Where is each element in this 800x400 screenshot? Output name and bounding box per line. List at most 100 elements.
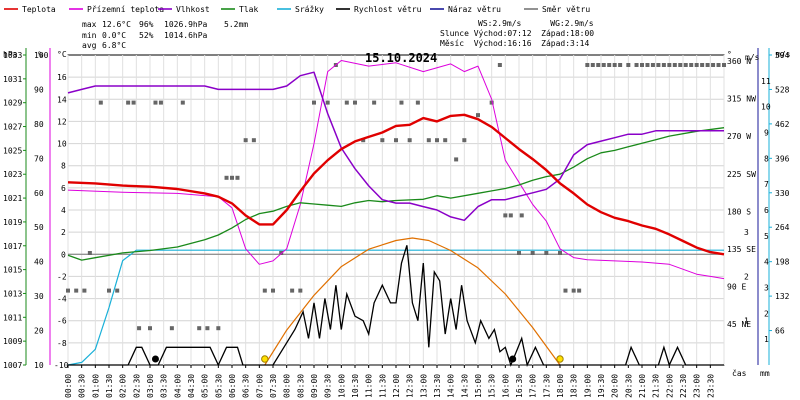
direction-tick: 225 SW — [727, 170, 756, 179]
time-tick: 09:30 — [324, 374, 333, 398]
wind-direction-dot — [443, 138, 448, 143]
legend-label: Rychlost větru — [354, 5, 422, 14]
stat-min-hum: 52% — [139, 31, 154, 40]
time-tick: 23:00 — [693, 374, 702, 398]
temperature-tick: -10 — [54, 361, 69, 370]
time-tick: 14:30 — [460, 374, 469, 398]
gust-tick: 1 — [764, 335, 769, 344]
wind-direction-dot — [74, 288, 79, 293]
wind-direction-dot — [519, 213, 524, 218]
temperature-tick: 8 — [61, 162, 66, 171]
wind-direction-dot — [158, 100, 163, 105]
wind-direction-dot — [711, 63, 716, 67]
time-tick: 08:30 — [296, 374, 305, 398]
humidity-tick: 60 — [34, 189, 44, 198]
stat-avg-label: avg — [82, 41, 97, 50]
time-tick: 09:00 — [310, 374, 319, 398]
wind-direction-dot — [626, 63, 631, 67]
wind-direction-dot — [476, 113, 480, 118]
legend-label: Srážky — [295, 5, 324, 14]
wind-direction-dot — [716, 63, 721, 67]
humidity-tick: 20 — [34, 327, 44, 336]
wind-direction-dot — [426, 138, 431, 143]
time-tick: 03:30 — [160, 374, 169, 398]
wind-direction-dot — [517, 251, 521, 255]
humidity-tick: 100 — [34, 51, 49, 60]
time-tick: 00:30 — [78, 374, 87, 398]
temperature-tick: -4 — [57, 295, 67, 304]
wind-direction-dot — [596, 63, 601, 67]
temperature-tick: 6 — [61, 184, 66, 193]
legend-label: Tlak — [239, 5, 258, 14]
wind-direction-dot — [577, 288, 582, 293]
wind-direction-dot — [689, 63, 694, 67]
chart-series — [66, 60, 726, 368]
wind-direction-dot — [530, 251, 535, 255]
time-tick: 23:30 — [706, 374, 715, 398]
wind-direction-dot — [380, 138, 385, 143]
info-wind: WS:2.9m/s WG:2.9m/s — [478, 19, 594, 28]
wind-direction-dot — [126, 100, 131, 105]
wind-direction-dot — [700, 63, 705, 67]
pressure-tick: 1021 — [3, 194, 22, 203]
gust-tick: 2 — [764, 309, 769, 318]
time-tick: 22:00 — [665, 374, 674, 398]
pressure-series — [67, 127, 725, 261]
wind-direction-dot — [107, 288, 111, 293]
wind-direction-dot — [115, 288, 120, 293]
pressure-tick: 1011 — [3, 313, 22, 322]
stat-avg-temp: 6.8°C — [102, 41, 126, 50]
time-tick: 02:00 — [119, 374, 128, 398]
gust-tick: 6 — [764, 206, 769, 215]
wind-direction-dot — [489, 100, 494, 105]
chart-legend: Teplota Přízemní teplota Vlhkost Tlak Srážky… — [4, 5, 590, 14]
gust-tick: 4 — [764, 258, 769, 267]
time-tick: 17:00 — [529, 374, 538, 398]
gust-tick: 3 — [764, 284, 769, 293]
wind-direction-dot — [634, 63, 639, 67]
rain-tick: 462 — [775, 120, 790, 129]
time-tick: 07:30 — [269, 374, 278, 398]
gust-tick: 8 — [764, 154, 769, 163]
time-tick: 07:00 — [255, 374, 264, 398]
legend-label: Směr větru — [542, 5, 590, 14]
legend-label: Teplota — [22, 5, 56, 14]
stat-max-press: 1026.9hPa — [164, 20, 208, 29]
legend-label: Náraz větru — [448, 5, 501, 14]
stat-max-rain: 5.2mm — [224, 20, 248, 29]
gust-tick: 10 — [761, 103, 771, 112]
time-tick: 12:00 — [392, 374, 401, 398]
chart-grid — [67, 54, 725, 366]
wind-direction-dot — [251, 138, 256, 143]
wind-direction-dot — [618, 63, 623, 67]
humidity-series — [67, 71, 724, 222]
wind-direction-dot — [394, 138, 398, 143]
gust-axis-unit: m/s — [776, 50, 791, 59]
wind-direction-dot — [131, 100, 136, 105]
time-tick: 02:30 — [132, 374, 141, 398]
wind-direction-dot — [216, 326, 221, 331]
stat-min-label: min — [82, 31, 97, 40]
wind-direction-dot — [722, 63, 726, 67]
wind-direction-dot — [66, 288, 70, 293]
temperature-tick: 0 — [61, 250, 66, 259]
wind-tick: 3 — [744, 228, 749, 237]
pressure-tick: 1009 — [3, 337, 22, 346]
time-tick: 05:00 — [201, 374, 210, 398]
rain-axis-unit: mm — [760, 369, 770, 378]
wind-direction-dot — [243, 138, 248, 143]
wind-direction-dot — [87, 251, 92, 255]
wind-direction-dot — [667, 63, 672, 67]
rain-tick: 264 — [775, 223, 790, 232]
wind-direction-dot — [298, 288, 303, 293]
time-tick: 04:30 — [187, 374, 196, 398]
wind-direction-dot — [271, 288, 275, 293]
wind-direction-dot — [197, 326, 202, 331]
time-tick: 08:00 — [283, 374, 292, 398]
wind-direction-dot — [312, 100, 316, 105]
wind-direction-dot — [290, 288, 295, 293]
time-tick: 10:00 — [337, 374, 346, 398]
time-tick: 06:00 — [228, 374, 237, 398]
wind-direction-dot — [650, 63, 655, 67]
